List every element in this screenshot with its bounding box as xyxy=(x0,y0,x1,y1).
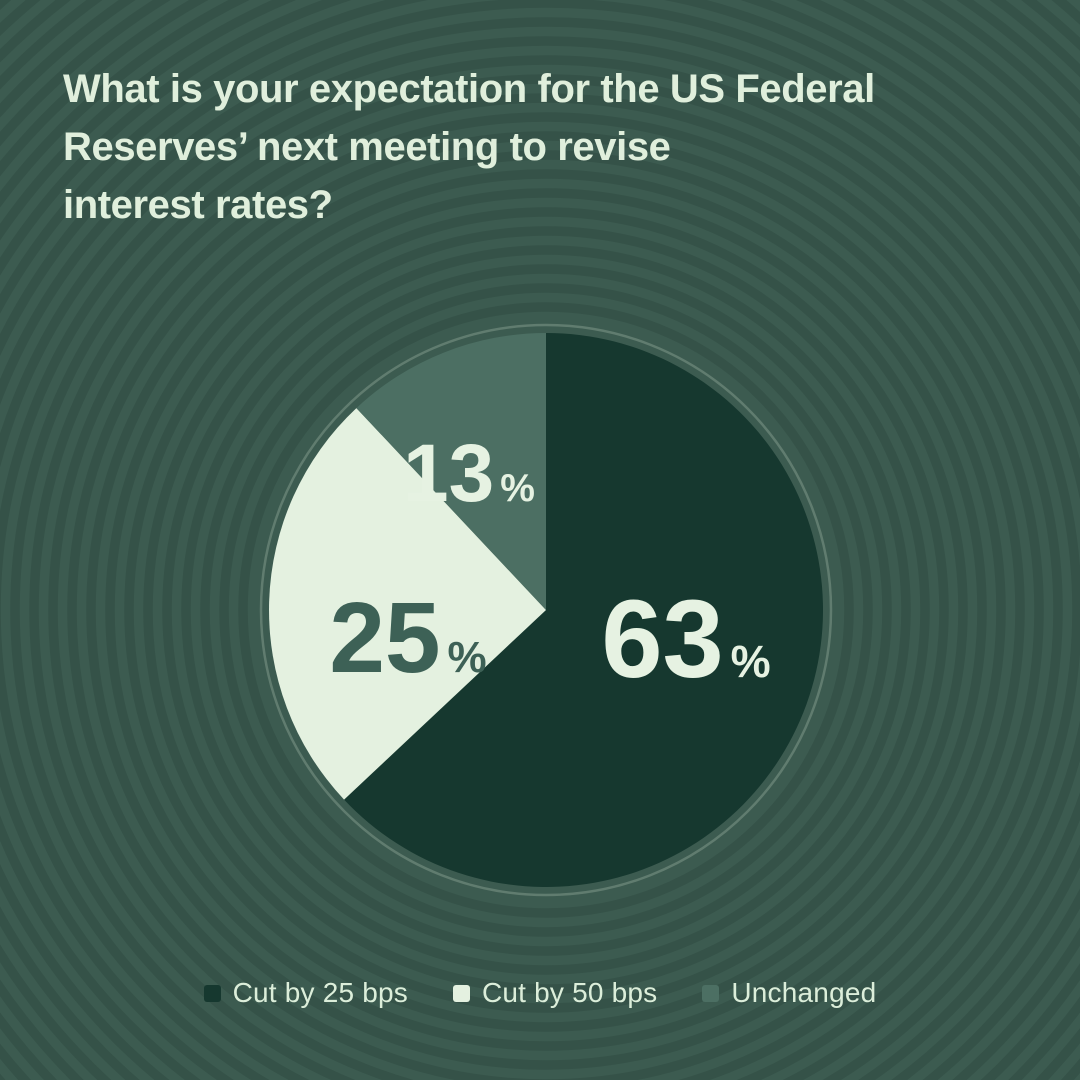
pie-slice-cut-by-50-bps xyxy=(269,408,546,800)
contour-line xyxy=(219,283,873,937)
legend-item-cut-by-25bps: Cut by 25 bps xyxy=(203,977,408,1009)
slice-label-cut-by-50bps: 25 % xyxy=(329,588,486,688)
pie-chart xyxy=(269,333,824,887)
question-title-line-2: Reserves’ next meeting to revise xyxy=(63,125,671,169)
contour-line xyxy=(86,150,1006,1070)
legend-swatch-unchanged xyxy=(702,984,720,1002)
legend-item-unchanged: Unchanged xyxy=(702,977,876,1009)
slice-value: 13 xyxy=(403,428,495,519)
contour-line xyxy=(200,264,892,956)
slice-value: 63 xyxy=(601,578,724,701)
contour-line xyxy=(105,169,987,1051)
question-title-line-3: interest rates? xyxy=(63,183,333,227)
pie-slice-unchanged xyxy=(356,333,546,610)
contour-line xyxy=(0,36,1080,1080)
slice-label-unchanged: 13 % xyxy=(403,433,535,515)
legend-item-cut-by-50bps: Cut by 50 bps xyxy=(452,977,658,1009)
percent-sign: % xyxy=(447,633,487,682)
contour-line xyxy=(238,302,854,918)
contour-line xyxy=(48,112,1044,1080)
question-title-line-1: What is your expectation for the US Fede… xyxy=(63,67,875,111)
contour-line xyxy=(143,207,949,1013)
contour-line xyxy=(162,226,930,994)
legend-swatch-cut-by-50bps xyxy=(452,984,470,1002)
question-title: What is your expectation for the US Fede… xyxy=(63,60,1023,234)
contour-line xyxy=(10,74,1080,1080)
legend-swatch-cut-by-25bps xyxy=(203,984,221,1002)
legend-label: Cut by 25 bps xyxy=(232,977,408,1008)
contour-line xyxy=(0,55,1080,1080)
contour-line xyxy=(29,93,1063,1080)
legend-label: Cut by 50 bps xyxy=(481,977,658,1008)
slice-label-cut-by-25bps: 63 % xyxy=(601,585,770,695)
percent-sign: % xyxy=(730,636,771,687)
pie-slice-cut-by-25-bps xyxy=(344,333,824,887)
slice-value: 25 xyxy=(329,582,441,694)
contour-line xyxy=(67,131,1025,1080)
legend-label: Unchanged xyxy=(731,977,877,1008)
contour-line xyxy=(181,245,911,975)
chart-legend: Cut by 25 bps Cut by 50 bps Unchanged xyxy=(0,977,1080,1009)
percent-sign: % xyxy=(500,467,535,510)
contour-line xyxy=(124,188,968,1032)
pie-halo-ring xyxy=(259,323,833,897)
contour-line xyxy=(0,17,1080,1080)
